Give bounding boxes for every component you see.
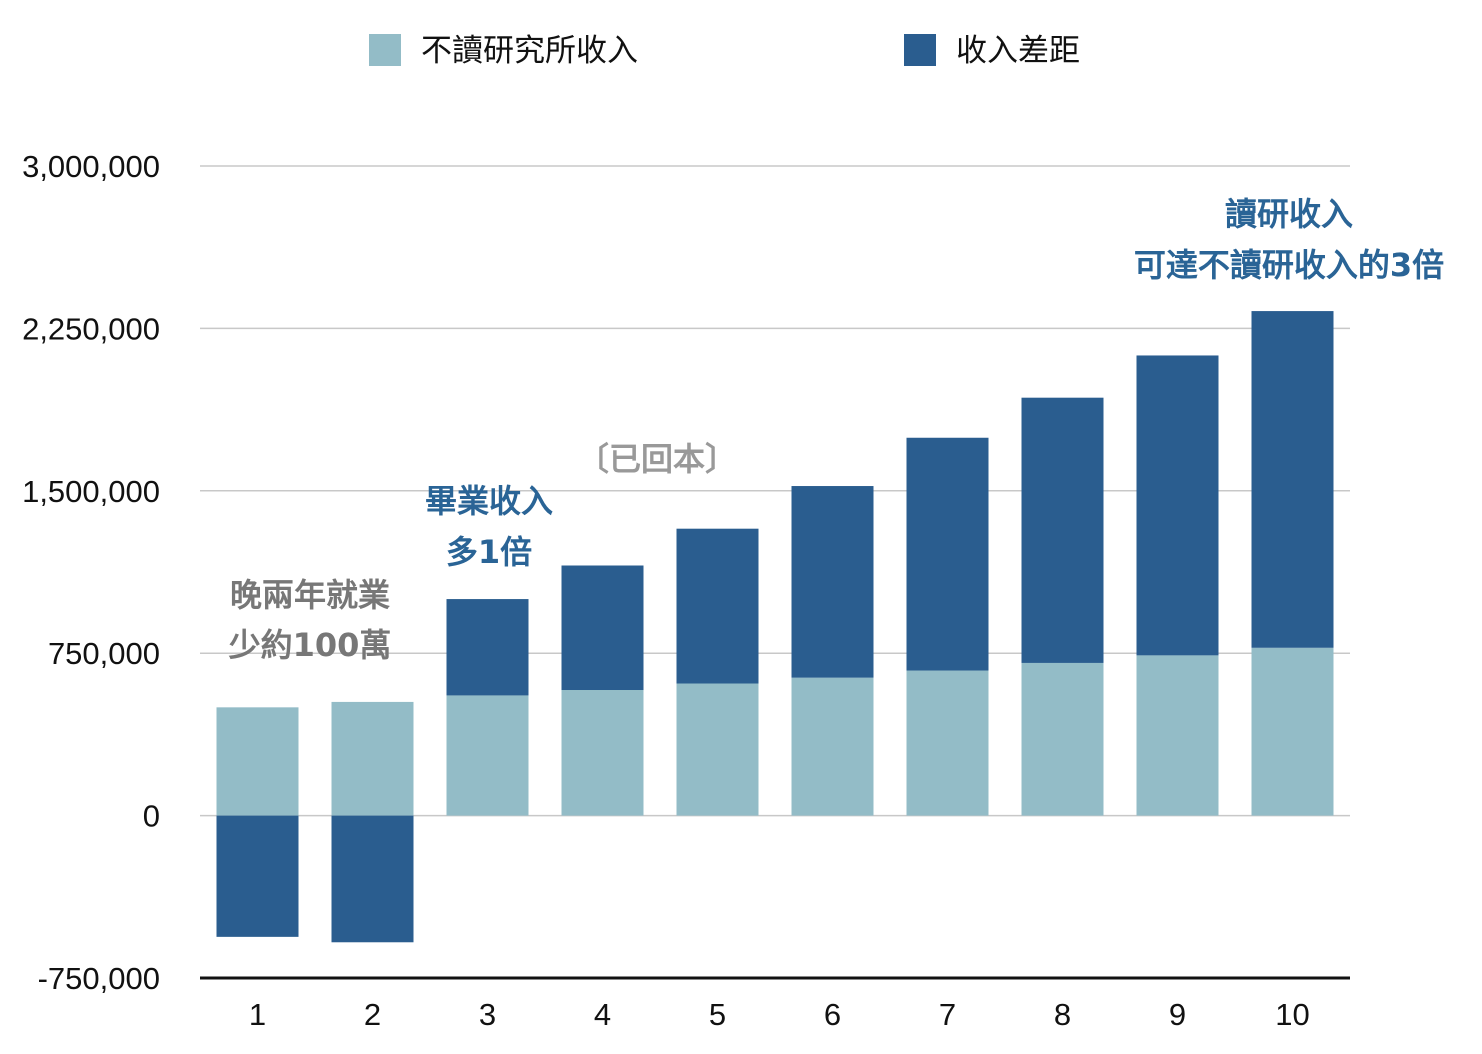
axes: 3,000,000 2,250,000 1,500,000 750,000 0 -750,…	[22, 149, 1350, 1032]
x-tick-label: 1	[249, 997, 266, 1032]
bars	[216, 311, 1334, 943]
y-tick-label: -750,000	[38, 961, 160, 996]
x-tick-label: 7	[939, 997, 956, 1032]
annotation-graduation-income-line1: 畢業收入	[425, 482, 553, 520]
annotation-late-employment-line2: 少約100萬	[229, 626, 392, 664]
annotation-triple-income: 讀研收入 可達不讀研收入的3倍	[1134, 195, 1444, 284]
y-tick-label: 750,000	[48, 636, 160, 671]
bar-no-grad-income	[676, 683, 759, 816]
annotations: 晚兩年就業 少約100萬 畢業收入 多1倍 〔已回本〕 讀研收入 可達不讀研收入…	[229, 195, 1445, 664]
annotation-triple-income-line1: 讀研收入	[1225, 195, 1353, 233]
annotation-late-employment-line1: 晚兩年就業	[230, 576, 390, 614]
legend: 不讀研究所收入 收入差距	[369, 33, 1080, 69]
bar-income-gap	[1021, 397, 1104, 663]
bar-income-gap	[446, 599, 529, 696]
bar-no-grad-income	[791, 677, 874, 816]
bar-income-gap	[676, 528, 759, 684]
x-tick-label: 6	[824, 997, 841, 1032]
legend-label-income-gap: 收入差距	[956, 33, 1080, 69]
legend-swatch-dark	[904, 34, 936, 66]
annotation-graduation-income: 畢業收入 多1倍	[425, 482, 553, 571]
bar-no-grad-income	[561, 690, 644, 816]
x-tick-label: 2	[364, 997, 381, 1032]
x-tick-label: 10	[1275, 997, 1309, 1032]
x-tick-label: 4	[594, 997, 611, 1032]
bar-income-gap	[1136, 355, 1219, 656]
y-tick-label: 0	[143, 799, 160, 834]
x-tick-label: 8	[1054, 997, 1071, 1032]
annotation-late-employment: 晚兩年就業 少約100萬	[229, 576, 392, 664]
annotation-triple-income-line2: 可達不讀研收入的3倍	[1134, 246, 1444, 284]
y-tick-label: 2,250,000	[22, 311, 160, 346]
bar-no-grad-income	[331, 701, 414, 816]
bar-no-grad-income	[906, 670, 989, 816]
y-tick-label: 3,000,000	[22, 149, 160, 184]
x-tick-label: 5	[709, 997, 726, 1032]
y-tick-label: 1,500,000	[22, 474, 160, 509]
bar-income-gap	[216, 815, 299, 937]
bar-no-grad-income	[216, 707, 299, 816]
bar-no-grad-income	[446, 695, 529, 816]
bar-no-grad-income	[1021, 662, 1104, 816]
legend-label-no-grad-income: 不讀研究所收入	[421, 33, 638, 69]
bar-no-grad-income	[1136, 655, 1219, 816]
bar-income-gap	[331, 815, 414, 943]
bar-income-gap	[561, 565, 644, 691]
x-tick-label: 3	[479, 997, 496, 1032]
annotation-graduation-income-line2: 多1倍	[446, 533, 532, 571]
bar-income-gap	[906, 437, 989, 671]
bar-income-gap	[791, 486, 874, 678]
annotation-break-even: 〔已回本〕	[577, 440, 737, 478]
bar-income-gap	[1251, 311, 1334, 648]
bar-no-grad-income	[1251, 647, 1334, 816]
x-tick-label: 9	[1169, 997, 1186, 1032]
legend-swatch-light	[369, 34, 401, 66]
